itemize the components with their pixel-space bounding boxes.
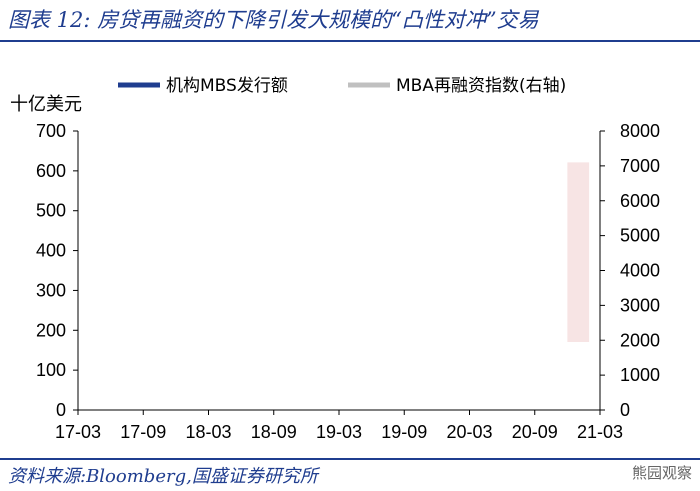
legend: 机构MBS发行额 MBA再融资指数(右轴) [118,76,566,96]
y-left-tick-label: 600 [36,161,66,181]
y-right-tick-label: 6000 [620,191,660,211]
y-right-tick-label: 8000 [620,121,660,141]
watermark: 熊园观察 [631,465,692,482]
x-tick-label: 17-03 [55,422,101,442]
x-tick-label: 17-09 [120,422,166,442]
y-unit-label: 十亿美元 [10,94,82,115]
y-left-tick-label: 200 [36,320,66,340]
x-tick-label: 21-03 [577,422,623,442]
x-tick-label: 20-09 [512,422,558,442]
title-rule [0,40,700,42]
x-tick-label: 19-09 [381,422,427,442]
legend-label-mbs: 机构MBS发行额 [166,76,288,96]
y-left-tick-label: 400 [36,241,66,261]
y-right-tick-label: 5000 [620,226,660,246]
y-left-tick-label: 300 [36,280,66,300]
source-note: 资料来源:Bloomberg,国盛证券研究所 [8,466,318,487]
page-title: 图表 12: 房贷再融资的下降引发大规模的“凸性对冲”交易 [8,8,539,32]
y-left-tick-label: 700 [36,121,66,141]
y-left-tick-label: 500 [36,201,66,221]
y-right-tick-label: 3000 [620,295,660,315]
y-right-tick-label: 2000 [620,330,660,350]
y-right-tick-label: 0 [620,400,630,420]
x-tick-label: 20-03 [446,422,492,442]
y-left-tick-label: 0 [56,400,66,420]
y-right-tick-label: 1000 [620,365,660,385]
y-left-tick-label: 100 [36,360,66,380]
legend-label-mba: MBA再融资指数(右轴) [396,76,566,96]
highlight-rect [567,162,590,342]
y-right-tick-label: 7000 [620,156,660,176]
highlight-region [567,162,590,342]
x-tick-label: 19-03 [316,422,362,442]
y-right-tick-label: 4000 [620,261,660,281]
x-tick-label: 18-09 [251,422,297,442]
x-tick-label: 18-03 [185,422,231,442]
axes: 0100200300400500600700010002000300040005… [36,121,660,442]
source-rule [0,458,700,460]
